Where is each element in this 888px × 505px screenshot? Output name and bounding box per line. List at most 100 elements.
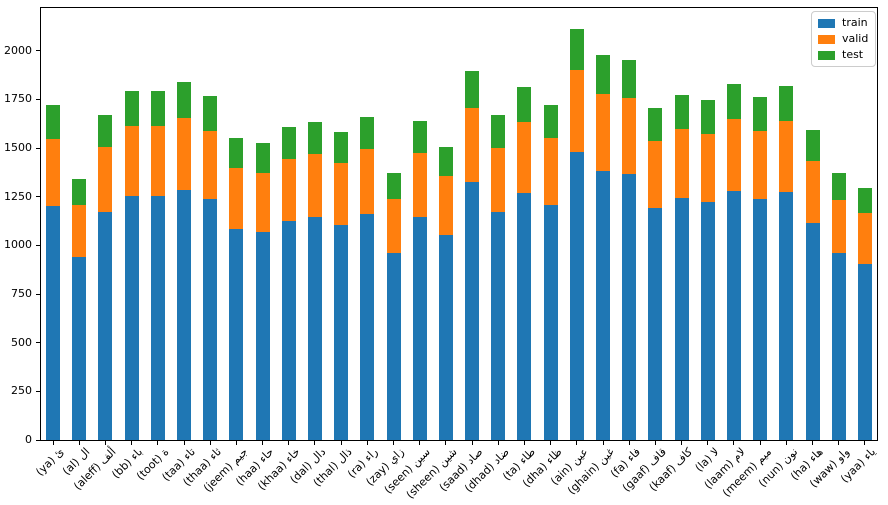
x-tick-mark: [628, 441, 630, 445]
bar-segment-train: [569, 151, 584, 440]
bar-22: [596, 55, 611, 440]
bar-16: [438, 146, 453, 440]
bar-segment-train: [98, 212, 113, 440]
bar-segment-train: [386, 252, 401, 440]
bar-segment-train: [229, 228, 244, 440]
bar-segment-valid: [517, 122, 532, 193]
bar-segment-valid: [805, 161, 820, 224]
y-tick-label: 750: [11, 287, 32, 301]
bar-23: [622, 59, 637, 440]
x-tick-mark: [681, 441, 683, 445]
bar-segment-valid: [255, 172, 270, 233]
legend-swatch-train: [818, 18, 835, 28]
legend: train valid test: [811, 11, 877, 67]
legend-label-test: test: [842, 48, 864, 61]
bar-29: [779, 86, 794, 440]
bar-segment-train: [124, 195, 139, 440]
bar-1: [46, 104, 61, 440]
bar-segment-train: [438, 234, 453, 440]
bar-segment-test: [177, 82, 192, 118]
bar-segment-valid: [543, 138, 558, 206]
bar-5: [150, 91, 165, 440]
x-tick-mark: [288, 441, 290, 445]
x-tick-mark: [366, 441, 368, 445]
bar-13: [360, 117, 375, 440]
bar-segment-valid: [491, 147, 506, 213]
x-tick-mark: [314, 441, 316, 445]
bar-17: [465, 71, 480, 440]
x-tick-mark: [393, 441, 395, 445]
bar-segment-valid: [307, 153, 322, 218]
bar-14: [386, 172, 401, 440]
x-tick-mark: [419, 441, 421, 445]
bar-segment-test: [72, 178, 87, 205]
bar-segment-train: [334, 224, 349, 440]
bar-segment-valid: [596, 93, 611, 171]
bar-segment-train: [281, 221, 296, 440]
bar-15: [412, 121, 427, 440]
bar-segment-valid: [569, 69, 584, 152]
x-tick-mark: [654, 441, 656, 445]
y-tick-label: 1000: [4, 238, 32, 252]
y-tick-mark: [36, 98, 40, 100]
bar-2: [72, 178, 87, 440]
bar-segment-test: [465, 71, 480, 108]
bar-segment-valid: [203, 130, 218, 200]
bar-segment-test: [779, 86, 794, 122]
bar-segment-test: [124, 91, 139, 127]
bar-segment-test: [596, 55, 611, 94]
bar-segment-train: [726, 190, 741, 440]
bar-segment-valid: [674, 129, 689, 199]
x-tick-mark: [262, 441, 264, 445]
bar-segment-train: [360, 214, 375, 440]
bar-segment-train: [72, 257, 87, 440]
y-tick-label: 1500: [4, 141, 32, 155]
bar-segment-test: [805, 130, 820, 162]
bar-segment-test: [543, 104, 558, 139]
bar-segment-valid: [177, 117, 192, 190]
bar-segment-test: [46, 104, 61, 139]
bar-segment-test: [98, 114, 113, 148]
legend-swatch-test: [818, 50, 835, 60]
y-tick-label: 0: [25, 433, 32, 446]
bar-segment-test: [229, 137, 244, 169]
bar-18: [491, 115, 506, 440]
y-tick-label: 1250: [4, 189, 32, 203]
bar-segment-train: [648, 207, 663, 440]
bar-segment-valid: [98, 147, 113, 213]
y-tick-label: 250: [11, 384, 32, 398]
bar-24: [648, 108, 663, 440]
x-tick-mark: [209, 441, 211, 445]
bar-segment-train: [674, 198, 689, 440]
bar-7: [203, 96, 218, 440]
bar-segment-test: [255, 143, 270, 173]
bar-segment-test: [307, 122, 322, 154]
bar-9: [255, 143, 270, 440]
bar-segment-valid: [648, 141, 663, 208]
bar-30: [805, 130, 820, 440]
y-tick-mark: [36, 439, 40, 441]
bar-segment-valid: [438, 176, 453, 235]
x-tick-mark: [812, 441, 814, 445]
bar-segment-valid: [726, 119, 741, 191]
y-tick-mark: [36, 390, 40, 392]
x-tick-mark: [104, 441, 106, 445]
y-tick-mark: [36, 244, 40, 246]
bar-segment-valid: [831, 199, 846, 254]
bar-segment-valid: [124, 126, 139, 196]
x-tick-mark: [340, 441, 342, 445]
bar-segment-train: [491, 212, 506, 440]
y-tick-mark: [36, 50, 40, 52]
bar-segment-test: [674, 94, 689, 130]
bar-segment-test: [334, 132, 349, 164]
x-tick-mark: [235, 441, 237, 445]
bar-31: [831, 173, 846, 440]
x-tick-mark: [52, 441, 54, 445]
bar-segment-train: [255, 232, 270, 440]
bar-25: [674, 94, 689, 440]
bar-26: [700, 100, 715, 440]
bar-segment-train: [46, 205, 61, 440]
bar-segment-valid: [46, 138, 61, 206]
bar-segment-test: [622, 59, 637, 98]
